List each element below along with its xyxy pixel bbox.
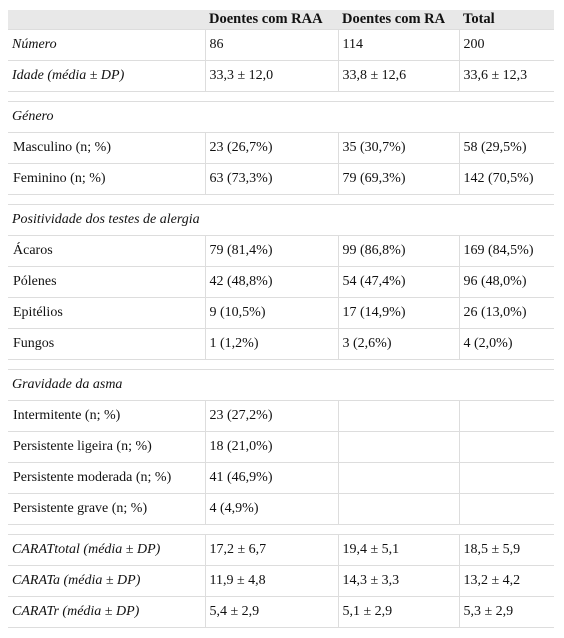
value-cell: 41 (46,9%)	[204, 462, 338, 494]
value-cell: 79 (81,4%)	[204, 235, 338, 267]
row-label: Persistente moderada (n; %)	[8, 462, 205, 494]
data-row: Persistente ligeira (n; %) 18 (21,0%)	[8, 431, 554, 463]
value-cell: 200	[458, 29, 554, 61]
data-row: CARATtotal (média ± DP) 17,2 ± 6,7 19,4 ± …	[8, 534, 554, 566]
row-label: Masculino (n; %)	[8, 132, 205, 164]
data-row: Masculino (n; %) 23 (26,7%) 35 (30,7%) 58 (…	[8, 132, 554, 164]
value-cell: 17 (14,9%)	[337, 297, 459, 329]
value-cell: 86	[204, 29, 338, 61]
empty-cell	[458, 400, 554, 432]
value-cell: 18 (21,0%)	[204, 431, 338, 463]
value-cell: 33,8 ± 12,6	[337, 60, 459, 92]
header-row: Doentes com RAA Doentes com RA Total	[8, 10, 554, 30]
data-row: Idade (média ± DP) 33,3 ± 12,0 33,8 ± 12,6…	[8, 60, 554, 92]
value-cell: 96 (48,0%)	[458, 266, 554, 298]
section-row: Género	[8, 101, 554, 133]
empty-cell	[458, 431, 554, 463]
value-cell: 42 (48,8%)	[204, 266, 338, 298]
data-row: Persistente grave (n; %) 4 (4,9%)	[8, 493, 554, 525]
value-cell: 5,3 ± 2,9	[458, 596, 554, 628]
row-label: CARATtotal (média ± DP)	[8, 534, 205, 566]
value-cell: 58 (29,5%)	[458, 132, 554, 164]
row-label: Persistente grave (n; %)	[8, 493, 205, 525]
row-label: Pólenes	[8, 266, 205, 298]
row-label: Epitélios	[8, 297, 205, 329]
spacer-cell	[8, 359, 554, 370]
column-header: Total	[459, 10, 554, 30]
value-cell: 26 (13,0%)	[458, 297, 554, 329]
empty-cell	[337, 431, 459, 463]
section-row: Positividade dos testes de alergia	[8, 204, 554, 236]
value-cell: 99 (86,8%)	[337, 235, 459, 267]
value-cell: 13,2 ± 4,2	[458, 565, 554, 597]
section-title: Género	[8, 101, 554, 133]
value-cell: 4 (4,9%)	[204, 493, 338, 525]
spacer-cell	[8, 91, 554, 102]
row-label: Ácaros	[8, 235, 205, 267]
data-table: Doentes com RAA Doentes com RA Total Númer…	[8, 10, 554, 628]
data-row: Persistente moderada (n; %) 41 (46,9%)	[8, 462, 554, 494]
value-cell: 18,5 ± 5,9	[458, 534, 554, 566]
value-cell: 3 (2,6%)	[337, 328, 459, 360]
row-label: CARATr (média ± DP)	[8, 596, 205, 628]
value-cell: 79 (69,3%)	[337, 163, 459, 195]
value-cell: 23 (26,7%)	[204, 132, 338, 164]
data-row: Fungos 1 (1,2%) 3 (2,6%) 4 (2,0%)	[8, 328, 554, 360]
row-label: CARATa (média ± DP)	[8, 565, 205, 597]
spacer-cell	[8, 194, 554, 205]
data-row: Pólenes 42 (48,8%) 54 (47,4%) 96 (48,0%)	[8, 266, 554, 298]
value-cell: 9 (10,5%)	[204, 297, 338, 329]
section-title: Positividade dos testes de alergia	[8, 204, 554, 236]
value-cell: 23 (27,2%)	[204, 400, 338, 432]
empty-cell	[458, 462, 554, 494]
value-cell: 5,1 ± 2,9	[337, 596, 459, 628]
row-label: Persistente ligeira (n; %)	[8, 431, 205, 463]
row-label: Fungos	[8, 328, 205, 360]
data-row: CARATr (média ± DP) 5,4 ± 2,9 5,1 ± 2,9 5,3…	[8, 596, 554, 628]
row-label: Intermitente (n; %)	[8, 400, 205, 432]
value-cell: 11,9 ± 4,8	[204, 565, 338, 597]
value-cell: 33,3 ± 12,0	[204, 60, 338, 92]
section-title: Gravidade da asma	[8, 369, 554, 401]
empty-cell	[337, 400, 459, 432]
row-label: Idade (média ± DP)	[8, 60, 205, 92]
empty-cell	[458, 493, 554, 525]
value-cell: 63 (73,3%)	[204, 163, 338, 195]
section-row: Gravidade da asma	[8, 369, 554, 401]
value-cell: 4 (2,0%)	[458, 328, 554, 360]
spacer-row	[8, 194, 554, 205]
data-row: Epitélios 9 (10,5%) 17 (14,9%) 26 (13,0%)	[8, 297, 554, 329]
value-cell: 142 (70,5%)	[458, 163, 554, 195]
row-label: Número	[8, 29, 205, 61]
value-cell: 14,3 ± 3,3	[337, 565, 459, 597]
spacer-row	[8, 359, 554, 370]
column-header: Doentes com RA	[338, 10, 459, 30]
column-header: Doentes com RAA	[205, 10, 338, 30]
data-row: Feminino (n; %) 63 (73,3%) 79 (69,3%) 142 (…	[8, 163, 554, 195]
spacer-row	[8, 524, 554, 535]
data-row: CARATa (média ± DP) 11,9 ± 4,8 14,3 ± 3,3 1…	[8, 565, 554, 597]
value-cell: 5,4 ± 2,9	[204, 596, 338, 628]
value-cell: 169 (84,5%)	[458, 235, 554, 267]
row-label: Feminino (n; %)	[8, 163, 205, 195]
value-cell: 1 (1,2%)	[204, 328, 338, 360]
spacer-cell	[8, 524, 554, 535]
spacer-row	[8, 91, 554, 102]
value-cell: 54 (47,4%)	[337, 266, 459, 298]
data-row: Ácaros 79 (81,4%) 99 (86,8%) 169 (84,5%)	[8, 235, 554, 267]
data-row: Número 86 114 200	[8, 29, 554, 61]
value-cell: 33,6 ± 12,3	[458, 60, 554, 92]
value-cell: 17,2 ± 6,7	[204, 534, 338, 566]
header-cell	[8, 10, 205, 30]
table-body: Número 86 114 200 Idade (média ± DP) 33,3 ± 1…	[8, 29, 554, 628]
empty-cell	[337, 493, 459, 525]
value-cell: 35 (30,7%)	[337, 132, 459, 164]
value-cell: 114	[337, 29, 459, 61]
value-cell: 19,4 ± 5,1	[337, 534, 459, 566]
data-row: Intermitente (n; %) 23 (27,2%)	[8, 400, 554, 432]
empty-cell	[337, 462, 459, 494]
